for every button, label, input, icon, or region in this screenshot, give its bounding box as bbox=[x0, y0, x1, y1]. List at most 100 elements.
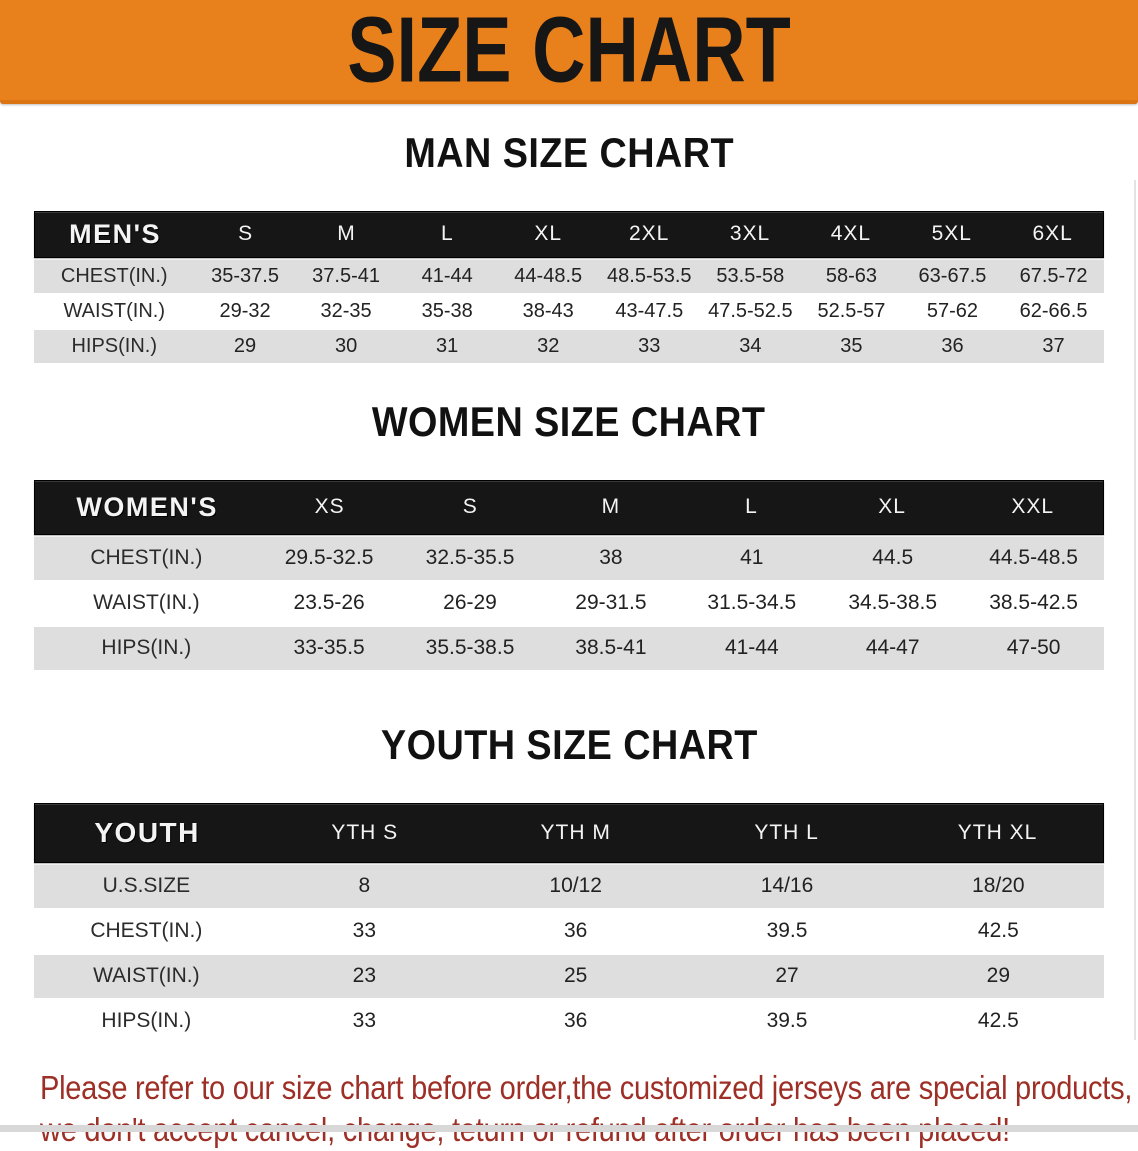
row-label: CHEST(IN.) bbox=[90, 919, 203, 943]
column-header: 5XL bbox=[931, 222, 972, 246]
youth-section-title-text: YOUTH SIZE CHART bbox=[380, 720, 758, 768]
column-header: 2XL bbox=[628, 222, 670, 246]
table-cell: 39.5 bbox=[766, 919, 808, 943]
table-cell: 29.5-32.5 bbox=[284, 546, 374, 570]
table-cell: 33 bbox=[638, 334, 661, 357]
table-row: WAIST(IN.) 29-32 32-35 35-38 38-43 43-47.5 47.… bbox=[34, 294, 1104, 328]
table-cell: 63-67.5 bbox=[918, 264, 987, 287]
table-cell: 33 bbox=[352, 919, 377, 943]
table-cell: 35 bbox=[840, 334, 863, 357]
column-header: YTH M bbox=[540, 820, 611, 844]
table-cell: 47.5-52.5 bbox=[708, 299, 793, 322]
man-section-title: MAN SIZE CHART bbox=[0, 130, 1138, 176]
men-size-table: MEN'S S M L XL 2XL 3XL 4XL 5XL 6XL CHEST(IN.) 35-37… bbox=[34, 210, 1104, 363]
table-row: U.S.SIZE 8 10/12 14/16 18/20 bbox=[34, 864, 1104, 908]
table-row: HIPS(IN.) 33 36 39.5 42.5 bbox=[34, 999, 1104, 1043]
table-cell: 34.5-38.5 bbox=[848, 591, 938, 615]
table-cell: 29 bbox=[233, 334, 257, 357]
column-header: 4XL bbox=[830, 222, 872, 246]
column-header: XS bbox=[314, 495, 345, 519]
column-header: 3XL bbox=[729, 222, 771, 246]
row-label: WAIST(IN.) bbox=[93, 591, 200, 615]
table-cell: 29-32 bbox=[219, 299, 271, 322]
table-row: HIPS(IN.) 33-35.5 35.5-38.5 38.5-41 41-44 44-… bbox=[34, 626, 1104, 670]
table-cell: 41-44 bbox=[724, 636, 779, 660]
table-cell: 32-35 bbox=[320, 299, 372, 322]
row-label: WAIST(IN.) bbox=[93, 964, 200, 988]
table-row: WAIST(IN.) 23 25 27 29 bbox=[34, 954, 1104, 998]
row-label: U.S.SIZE bbox=[102, 874, 191, 898]
table-cell: 38.5-41 bbox=[575, 636, 647, 660]
table-cell: 37 bbox=[1042, 334, 1065, 357]
table-row: WAIST(IN.) 23.5-26 26-29 29-31.5 31.5-34.5 34… bbox=[34, 581, 1104, 625]
table-cell: 30 bbox=[334, 334, 358, 357]
women-section-title: WOMEN SIZE CHART bbox=[0, 397, 1138, 445]
column-header: YTH XL bbox=[957, 820, 1038, 844]
table-cell: 39.5 bbox=[766, 1009, 808, 1033]
youth-table-header: YOUTH YTH S YTH M YTH L YTH XL bbox=[34, 802, 1104, 863]
table-cell: 8 bbox=[358, 874, 371, 898]
disclaimer-line-1: Please refer to our size chart before or… bbox=[40, 1068, 1133, 1106]
column-header: S bbox=[462, 495, 478, 519]
table-cell: 35-37.5 bbox=[211, 264, 279, 287]
column-header: L bbox=[441, 222, 454, 246]
table-cell: 42.5 bbox=[977, 1009, 1019, 1033]
column-header: S bbox=[238, 222, 254, 246]
table-cell: 36 bbox=[564, 919, 588, 943]
table-cell: 25 bbox=[564, 964, 588, 988]
column-header: XL bbox=[878, 495, 906, 519]
table-cell: 44-47 bbox=[865, 636, 920, 660]
disclaimer: Please refer to our size chart before or… bbox=[0, 1067, 1138, 1151]
column-header: YTH L bbox=[754, 820, 819, 844]
column-header: L bbox=[745, 495, 758, 519]
men-header-label: MEN'S bbox=[69, 218, 162, 249]
women-section-title-text: WOMEN SIZE CHART bbox=[372, 397, 766, 445]
table-cell: 43-47.5 bbox=[615, 299, 684, 322]
row-label: WAIST(IN.) bbox=[63, 299, 165, 322]
table-cell: 14/16 bbox=[760, 874, 814, 898]
row-label: CHEST(IN.) bbox=[90, 546, 203, 570]
youth-header-label: YOUTH bbox=[94, 816, 200, 848]
table-cell: 23 bbox=[352, 964, 377, 988]
banner-title: SIZE CHART bbox=[347, 0, 791, 102]
banner: SIZE CHART bbox=[0, 0, 1138, 104]
row-label: HIPS(IN.) bbox=[101, 1009, 192, 1033]
table-row: CHEST(IN.) 29.5-32.5 32.5-35.5 38 41 44.5 44.5… bbox=[34, 536, 1104, 580]
table-cell: 53.5-58 bbox=[716, 264, 785, 287]
table-cell: 42.5 bbox=[977, 919, 1019, 943]
table-cell: 32.5-35.5 bbox=[425, 546, 515, 570]
table-row: CHEST(IN.) 35-37.5 37.5-41 41-44 44-48.5 48.5… bbox=[34, 259, 1104, 293]
table-cell: 18/20 bbox=[972, 874, 1025, 898]
column-header: YTH S bbox=[331, 820, 399, 844]
row-label: HIPS(IN.) bbox=[71, 334, 158, 357]
column-header: 6XL bbox=[1032, 222, 1073, 246]
bottom-strip bbox=[0, 1125, 1138, 1132]
column-header: XL bbox=[534, 222, 563, 246]
men-table-header: MEN'S S M L XL 2XL 3XL 4XL 5XL 6XL bbox=[34, 210, 1104, 258]
table-cell: 44.5-48.5 bbox=[989, 546, 1078, 570]
women-size-table: WOMEN'S XS S M L XL XXL CHEST(IN.) 29.5-32.5 32.5… bbox=[34, 479, 1104, 670]
table-cell: 33 bbox=[352, 1009, 377, 1033]
table-cell: 26-29 bbox=[443, 591, 497, 615]
table-cell: 31.5-34.5 bbox=[707, 591, 797, 615]
table-cell: 52.5-57 bbox=[817, 299, 886, 322]
table-cell: 32 bbox=[537, 334, 560, 357]
table-cell: 36 bbox=[564, 1009, 588, 1033]
man-section-title-text: MAN SIZE CHART bbox=[404, 129, 734, 176]
column-header: M bbox=[337, 222, 356, 246]
table-cell: 29-31.5 bbox=[575, 591, 647, 615]
table-cell: 35-38 bbox=[421, 299, 473, 322]
women-table-header: WOMEN'S XS S M L XL XXL bbox=[34, 479, 1104, 535]
table-cell: 29 bbox=[986, 964, 1011, 988]
table-cell: 10/12 bbox=[549, 874, 602, 898]
page-right-edge bbox=[1134, 180, 1136, 1040]
table-cell: 33-35.5 bbox=[293, 636, 365, 660]
table-cell: 44-48.5 bbox=[514, 264, 583, 287]
table-cell: 57-62 bbox=[926, 299, 979, 322]
table-cell: 37.5-41 bbox=[312, 264, 381, 287]
table-row: HIPS(IN.) 29 30 31 32 33 34 35 36 37 bbox=[34, 329, 1104, 363]
table-row: CHEST(IN.) 33 36 39.5 42.5 bbox=[34, 909, 1104, 953]
table-cell: 62-66.5 bbox=[1019, 299, 1088, 322]
table-cell: 44.5 bbox=[872, 546, 914, 570]
column-header: XXL bbox=[1011, 495, 1055, 519]
